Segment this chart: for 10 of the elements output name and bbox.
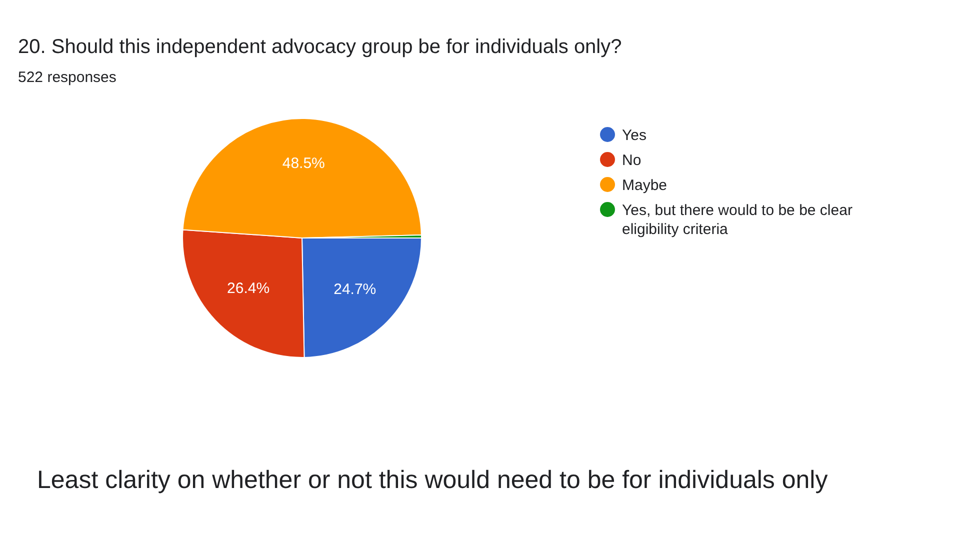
data-label: 26.4% bbox=[227, 280, 270, 298]
legend-label: Maybe bbox=[622, 176, 668, 195]
text: Least clarity on whether or not this would need to be for individuals only bbox=[37, 466, 828, 495]
data-label: 24.7% bbox=[334, 281, 376, 298]
data-label: 48.5% bbox=[282, 155, 325, 172]
chart-title: 20. Should this independent advocacy group be for individuals only? bbox=[18, 36, 622, 59]
legend-label: Yes bbox=[622, 126, 646, 145]
legend-label: Yes, but there would to be be clear eligibility criteria bbox=[622, 201, 854, 239]
legend-label: No bbox=[622, 151, 642, 170]
chart-subtitle: 522 responses bbox=[18, 69, 116, 86]
